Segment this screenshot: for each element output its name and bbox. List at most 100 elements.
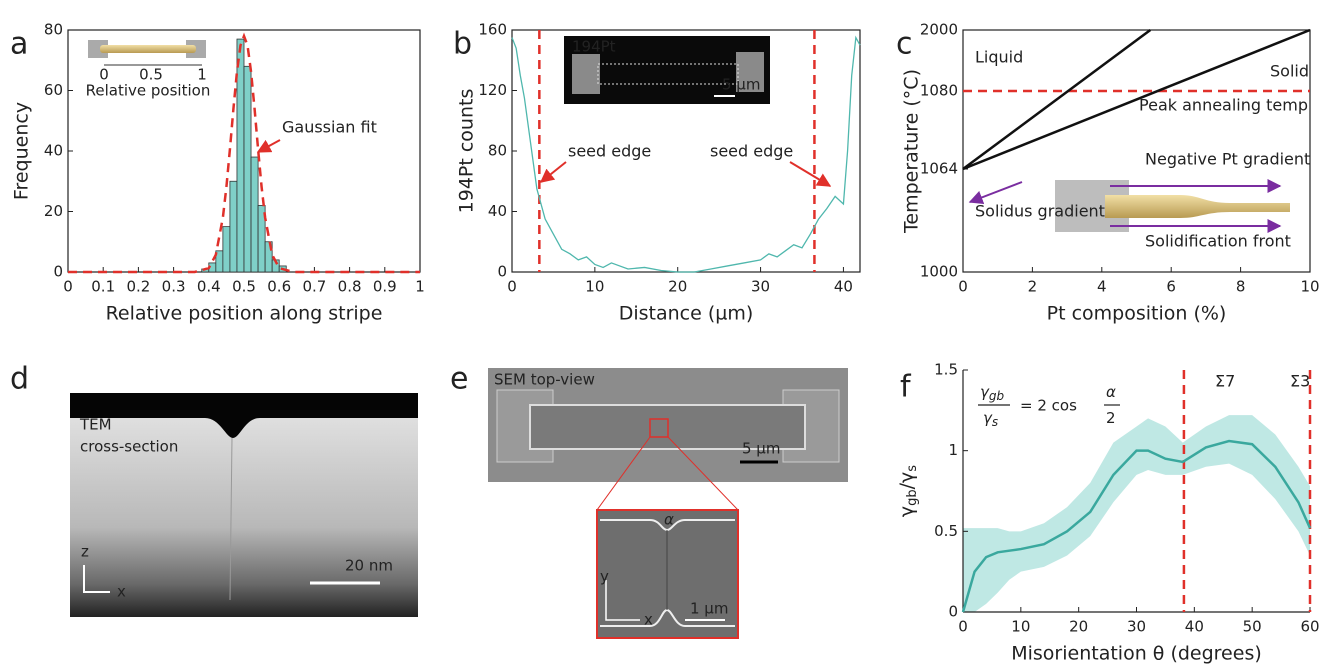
annotation: Solidus gradient xyxy=(975,202,1105,221)
panel-letter: f xyxy=(900,370,912,405)
bar xyxy=(250,156,259,273)
x-tick-label: 4 xyxy=(1097,278,1107,296)
annotation-arrow xyxy=(968,181,1023,205)
x-tick-label: 50 xyxy=(1243,618,1262,636)
y-tick-label: 0 xyxy=(497,263,507,281)
y-tick-label: 1 xyxy=(948,441,958,459)
image-label: SEM top-view xyxy=(494,371,595,389)
y-axis-title-part: /γ xyxy=(896,472,918,490)
x-tick-label: 0 xyxy=(63,278,73,296)
inset-c xyxy=(1055,180,1290,232)
x-tick-label: 0 xyxy=(958,618,968,636)
x-tick-label: 2 xyxy=(1028,278,1038,296)
series-line xyxy=(962,28,1311,171)
inset-b xyxy=(564,36,770,104)
y-axis-title-part: s xyxy=(905,465,920,472)
x-tick-label: 0 xyxy=(507,278,517,296)
x-tick-label: 30 xyxy=(751,278,770,296)
bar xyxy=(229,180,238,273)
y-tick-label: 40 xyxy=(44,142,63,160)
annotation-arrow xyxy=(539,161,567,183)
inset-label: 194Pt xyxy=(572,38,616,56)
equation-part: = 2 cos xyxy=(1020,397,1077,415)
x-tick-label: 0 xyxy=(958,278,968,296)
panel-letter: a xyxy=(10,27,28,62)
equation-symbol: γ xyxy=(983,409,993,427)
y-tick-label: 0.5 xyxy=(934,522,958,540)
equation-sub: gb xyxy=(989,389,1005,403)
panel-letter: c xyxy=(896,27,913,62)
equation-part: γs xyxy=(983,409,998,429)
inset-label: Relative position xyxy=(86,82,211,100)
annotation: Σ3 xyxy=(1290,372,1310,391)
x-axis-title: Pt composition (%) xyxy=(1047,303,1227,325)
x-tick-label: 0.3 xyxy=(162,278,186,296)
image-label: 1 µm xyxy=(690,600,728,618)
y-tick-label: 1080 xyxy=(920,82,958,100)
bar xyxy=(243,65,252,273)
y-tick-label: 80 xyxy=(44,21,63,39)
x-tick-label: 10 xyxy=(1300,278,1319,296)
x-tick-label: 6 xyxy=(1166,278,1176,296)
x-tick-label: 30 xyxy=(1127,618,1146,636)
panel-letter: b xyxy=(453,27,472,62)
equation-symbol: γ xyxy=(980,383,990,401)
image-label: cross-section xyxy=(80,438,178,456)
panel-letter: e xyxy=(450,362,468,397)
inset-label: 0 xyxy=(99,66,109,84)
y-axis-title-part: γ xyxy=(896,506,918,517)
x-tick-label: 0.1 xyxy=(91,278,115,296)
x-tick-label: 1 xyxy=(415,278,425,296)
bar xyxy=(236,38,245,273)
bar xyxy=(257,205,266,273)
y-tick-label: 1.5 xyxy=(934,361,958,379)
x-tick-label: 40 xyxy=(1185,618,1204,636)
x-tick-label: 0.6 xyxy=(267,278,291,296)
image-label: x xyxy=(117,583,126,601)
equation-part: γgb xyxy=(980,383,1005,403)
equation-symbol: 2 xyxy=(1106,409,1116,427)
equation-part: 2 xyxy=(1106,409,1116,427)
annotation: Peak annealing temp xyxy=(1139,96,1308,115)
annotation: Negative Pt gradient xyxy=(1145,150,1310,169)
equation-part: α xyxy=(1106,383,1116,401)
image-label: α xyxy=(664,511,674,529)
y-axis-title-part: gb xyxy=(905,489,920,506)
image-label: y xyxy=(600,568,609,586)
annotation: Liquid xyxy=(975,48,1023,67)
image-label: 20 nm xyxy=(345,557,393,575)
x-tick-label: 10 xyxy=(585,278,604,296)
x-tick-label: 8 xyxy=(1236,278,1246,296)
image-label: z xyxy=(81,543,89,561)
annotation-arrow xyxy=(789,161,832,187)
annotation: seed edge xyxy=(710,142,793,161)
y-tick-label: 0 xyxy=(53,263,63,281)
x-tick-label: 20 xyxy=(668,278,687,296)
y-tick-label: 1064 xyxy=(920,160,958,178)
y-axis-title: γgb/γs xyxy=(896,465,920,517)
panel-letter: d xyxy=(10,362,29,397)
inset-label: 5 µm xyxy=(722,76,760,94)
x-tick-label: 40 xyxy=(834,278,853,296)
annotation: Σ7 xyxy=(1215,372,1235,391)
image-label: x xyxy=(644,611,653,629)
inset-a xyxy=(88,40,206,66)
y-tick-label: 0 xyxy=(948,603,958,621)
y-tick-label: 1000 xyxy=(920,263,958,281)
x-tick-label: 0.4 xyxy=(197,278,221,296)
equation-symbol: α xyxy=(1106,383,1116,401)
x-tick-label: 0.9 xyxy=(373,278,397,296)
x-axis-title: Distance (µm) xyxy=(619,303,754,325)
annotation: Solid xyxy=(1270,62,1309,81)
annotation: seed edge xyxy=(568,142,651,161)
bar xyxy=(222,226,231,273)
x-tick-label: 10 xyxy=(1011,618,1030,636)
series-line xyxy=(961,439,1312,613)
x-tick-label: 20 xyxy=(1069,618,1088,636)
equation-sub: s xyxy=(992,415,998,429)
x-tick-label: 0.5 xyxy=(232,278,256,296)
annotation: Solidification front xyxy=(1145,232,1291,251)
y-tick-label: 160 xyxy=(478,21,507,39)
y-tick-label: 20 xyxy=(44,202,63,220)
